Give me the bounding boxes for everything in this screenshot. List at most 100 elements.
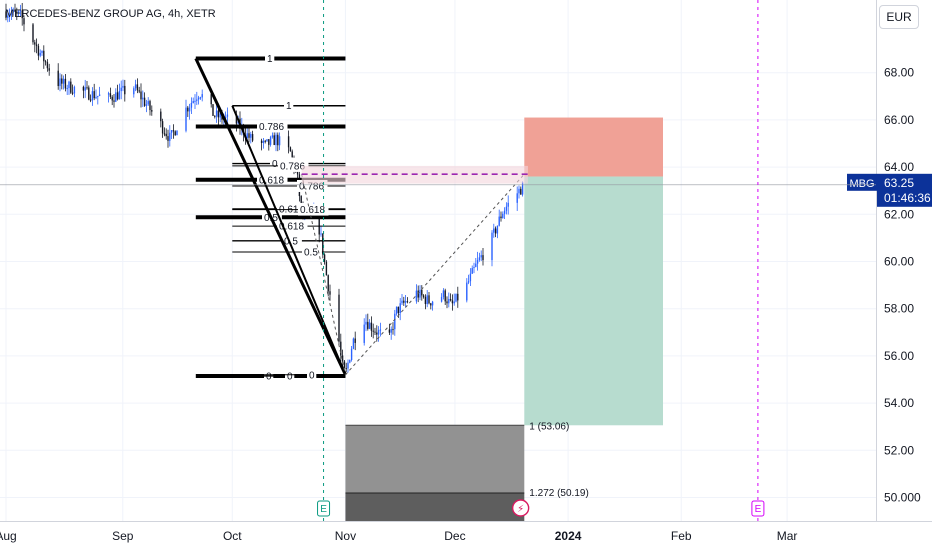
candle-body [401, 300, 403, 304]
candle [32, 23, 34, 45]
candle [145, 99, 148, 113]
candle [8, 8, 11, 22]
candle [43, 45, 45, 69]
candle-body [417, 290, 419, 298]
candle [516, 186, 518, 211]
candle-body [212, 104, 214, 116]
overlay: E E ⚡ [0, 0, 876, 521]
earnings-marker[interactable]: E [317, 500, 331, 517]
candle-body [12, 9, 14, 13]
stop-loss-zone [524, 117, 663, 177]
candle-body [451, 300, 454, 304]
candle-body [196, 99, 198, 101]
candle [457, 286, 459, 308]
fib-medium-label-bg [285, 369, 295, 382]
earnings-marker[interactable]: E [751, 500, 765, 517]
candle [165, 128, 167, 140]
candle-body [165, 133, 167, 137]
candle-body [421, 289, 423, 296]
fib-large-label-bg [257, 120, 288, 133]
fib-medium-label-bg [284, 99, 294, 112]
candle [71, 84, 74, 96]
candle [172, 124, 175, 139]
candle [469, 268, 472, 286]
candle [174, 130, 176, 136]
earnings-marker-box[interactable] [317, 500, 331, 517]
candle-body [142, 97, 144, 100]
candle [187, 105, 189, 117]
earnings-marker-box[interactable] [751, 500, 765, 517]
candle-body [147, 101, 149, 105]
candle [97, 95, 99, 105]
currency-button[interactable]: EUR [879, 5, 919, 29]
candle-body [149, 101, 151, 111]
candle [264, 139, 266, 144]
candle [142, 90, 144, 107]
fib-small-label-bg [302, 246, 322, 259]
candle [493, 223, 495, 238]
candle [278, 131, 281, 151]
candle [520, 186, 522, 195]
time-tick-label: Sep [112, 529, 134, 543]
candle [345, 362, 347, 373]
candle-body [201, 94, 203, 98]
candle-body [277, 134, 279, 146]
candle [440, 293, 443, 303]
candle-body [379, 329, 382, 331]
candle-body [120, 87, 122, 92]
candle [473, 262, 475, 274]
dividend-marker[interactable]: ⚡ [511, 499, 530, 517]
candle [214, 115, 216, 119]
dividend-marker-circle[interactable] [511, 499, 530, 517]
candle [201, 89, 203, 102]
candle [401, 293, 403, 305]
candle [57, 63, 59, 90]
candle-body [457, 293, 459, 301]
candle [21, 2, 23, 26]
candle [349, 359, 351, 364]
price-tick-label: 62.00 [884, 207, 914, 221]
candle-body [37, 46, 40, 56]
candle [374, 327, 376, 335]
candle-body [390, 329, 392, 333]
candle-body [109, 93, 112, 97]
time-tick-label: Feb [671, 529, 692, 543]
candle [363, 318, 365, 346]
earnings-marker-label: E [755, 504, 762, 515]
candle-body [172, 130, 175, 132]
candle-body [124, 85, 126, 95]
candle-body [107, 93, 110, 95]
candle [161, 118, 164, 138]
candle [7, 9, 9, 23]
candle [392, 322, 394, 335]
candle-body [194, 100, 196, 102]
candle [289, 146, 292, 152]
price-axis[interactable]: 50.000 52.00 54.00 56.00 58.00 60.00 62.00 64.0… [847, 0, 932, 550]
symbol-badge[interactable] [847, 173, 877, 191]
price-tick-label: 64.00 [884, 160, 914, 174]
price-badge[interactable] [877, 173, 932, 207]
candle [196, 91, 198, 106]
candle [466, 278, 468, 303]
fib-large-label: 1 [267, 54, 273, 65]
time-tick-label: Mar [777, 529, 798, 543]
candle-body [188, 107, 191, 112]
candle [449, 293, 452, 302]
candle-body [10, 12, 13, 15]
candle-body [453, 301, 455, 304]
candle-body [442, 290, 445, 297]
candle [350, 345, 353, 362]
fib-medium-label: 1 [286, 101, 292, 112]
chart-title: MERCEDES-BENZ GROUP AG, 4h, XETR [5, 8, 216, 20]
candle-body [518, 188, 520, 194]
time-axis[interactable]: Aug Sep Oct Nov Dec 2024 Feb Mar [0, 521, 932, 550]
candle-body [473, 266, 475, 269]
candle-body [372, 330, 374, 332]
candle [404, 294, 407, 308]
candle [107, 91, 110, 103]
candle-body [8, 14, 11, 16]
time-axis-bg [0, 521, 932, 550]
